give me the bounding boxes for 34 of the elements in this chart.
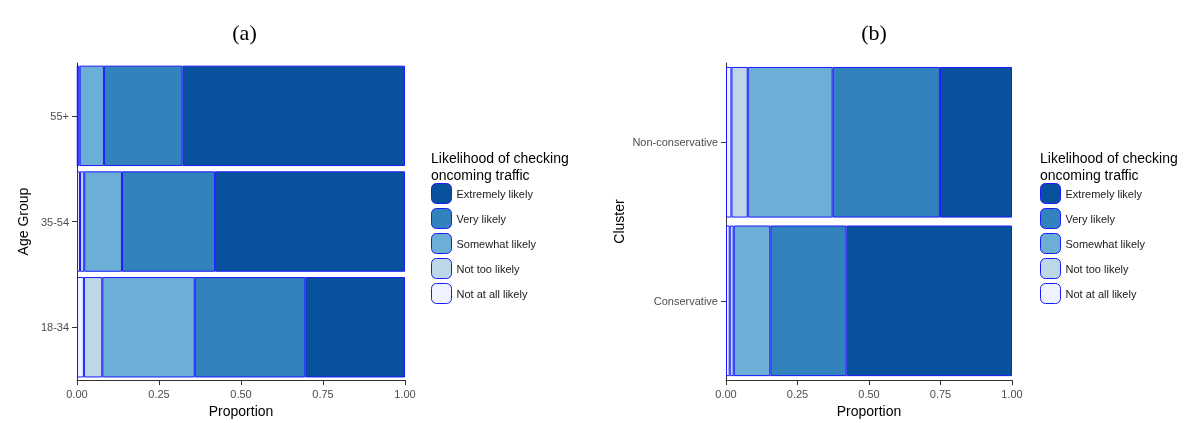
x-tick-label: 0.50 bbox=[858, 387, 880, 400]
chart-title: (a) bbox=[232, 19, 257, 45]
y-axis-title: Age Group bbox=[15, 187, 31, 256]
y-tick-label: 35-54 bbox=[40, 215, 70, 228]
legend-label: Not too likely bbox=[456, 262, 520, 275]
x-tick-label: 0.25 bbox=[148, 387, 170, 400]
x-tick-label: 0.00 bbox=[715, 387, 737, 400]
bar bbox=[726, 225, 730, 377]
x-tick-label: 0.75 bbox=[312, 387, 334, 400]
legend-label: Somewhat likely bbox=[1065, 237, 1146, 250]
x-tick-label: 1.00 bbox=[394, 387, 416, 400]
legend-label: Not too likely bbox=[1065, 262, 1129, 275]
legend-label: Extremely likely bbox=[456, 187, 534, 200]
x-tick-label: 0.25 bbox=[786, 387, 809, 400]
legend-label: Not at all likely bbox=[456, 287, 528, 300]
x-tick-label: 0.75 bbox=[929, 387, 952, 400]
x-tick-label: 0.00 bbox=[66, 387, 88, 400]
legend-title: Likelihood of checking oncoming traffic bbox=[1040, 149, 1182, 183]
x-axis-title: Proportion bbox=[208, 403, 274, 419]
legend-label: Not at all likely bbox=[1065, 287, 1137, 300]
y-tick-label: 18-34 bbox=[40, 321, 70, 334]
y-tick-label: 55+ bbox=[50, 109, 70, 122]
x-tick-label: 0.50 bbox=[230, 387, 252, 400]
x-tick-label: 1.00 bbox=[1001, 387, 1023, 400]
y-tick-label: Conservative bbox=[653, 294, 718, 307]
chart-title: (b) bbox=[861, 19, 887, 45]
legend-label: Extremely likely bbox=[1065, 187, 1143, 200]
legend-label: Very likely bbox=[456, 212, 507, 225]
legend-label: Very likely bbox=[1065, 212, 1116, 225]
legend-label: Somewhat likely bbox=[456, 237, 537, 250]
y-tick-label: Non-conservative bbox=[632, 136, 718, 149]
legend-title: Likelihood of checking oncoming traffic bbox=[431, 149, 573, 183]
y-axis-title: Cluster bbox=[611, 199, 627, 244]
x-axis-title: Proportion bbox=[836, 403, 902, 419]
